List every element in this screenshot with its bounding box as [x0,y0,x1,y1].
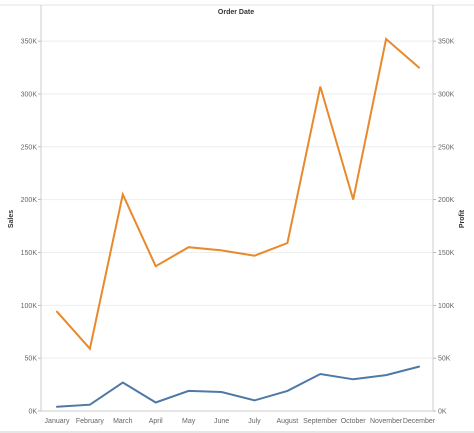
y-tick-label-right: 100K [438,303,455,310]
y-tick-label-left: 150K [21,250,38,257]
x-tick-label: April [149,418,163,425]
y-tick-label-left: 350K [21,39,38,46]
chart-title: Order Date [218,9,254,16]
axes [38,5,436,412]
y-tick-label-left: 0K [28,409,37,416]
y-tick-label-right: 150K [438,250,455,257]
x-tick-label: February [76,418,105,425]
series-line-profit [56,365,420,408]
series-line-sales [56,37,420,351]
x-tick-label: January [45,418,70,425]
x-tick-label: March [113,418,133,425]
y-tick-label-right: 200K [438,197,455,204]
x-tick-label: November [370,418,403,425]
x-tick-label: May [182,418,196,425]
y-axis-title-right: Profit [459,209,466,228]
y-axis-title-left: Sales [8,210,15,228]
x-tick-label: August [276,418,298,425]
y-tick-label-right: 0K [438,409,447,416]
x-tick-label: September [303,418,338,425]
x-tick-label: July [248,418,261,425]
y-tick-label-left: 200K [21,197,38,204]
y-tick-label-right: 50K [438,356,451,363]
x-tick-label: June [214,418,229,425]
y-tick-label-right: 250K [438,144,455,151]
x-tick-label: December [403,418,436,425]
y-tick-label-left: 300K [21,91,38,98]
y-tick-label-right: 350K [438,39,455,46]
tick-labels: 0K 50K 100K 150K 200K 250K 300K 350K 0K 50K 100K 15… [21,39,455,425]
y-tick-label-left: 100K [21,303,38,310]
y-tick-label-left: 250K [21,144,38,151]
y-tick-label-right: 300K [438,91,455,98]
y-tick-label-left: 50K [25,356,38,363]
x-tick-label: October [341,418,367,425]
series [56,37,420,408]
